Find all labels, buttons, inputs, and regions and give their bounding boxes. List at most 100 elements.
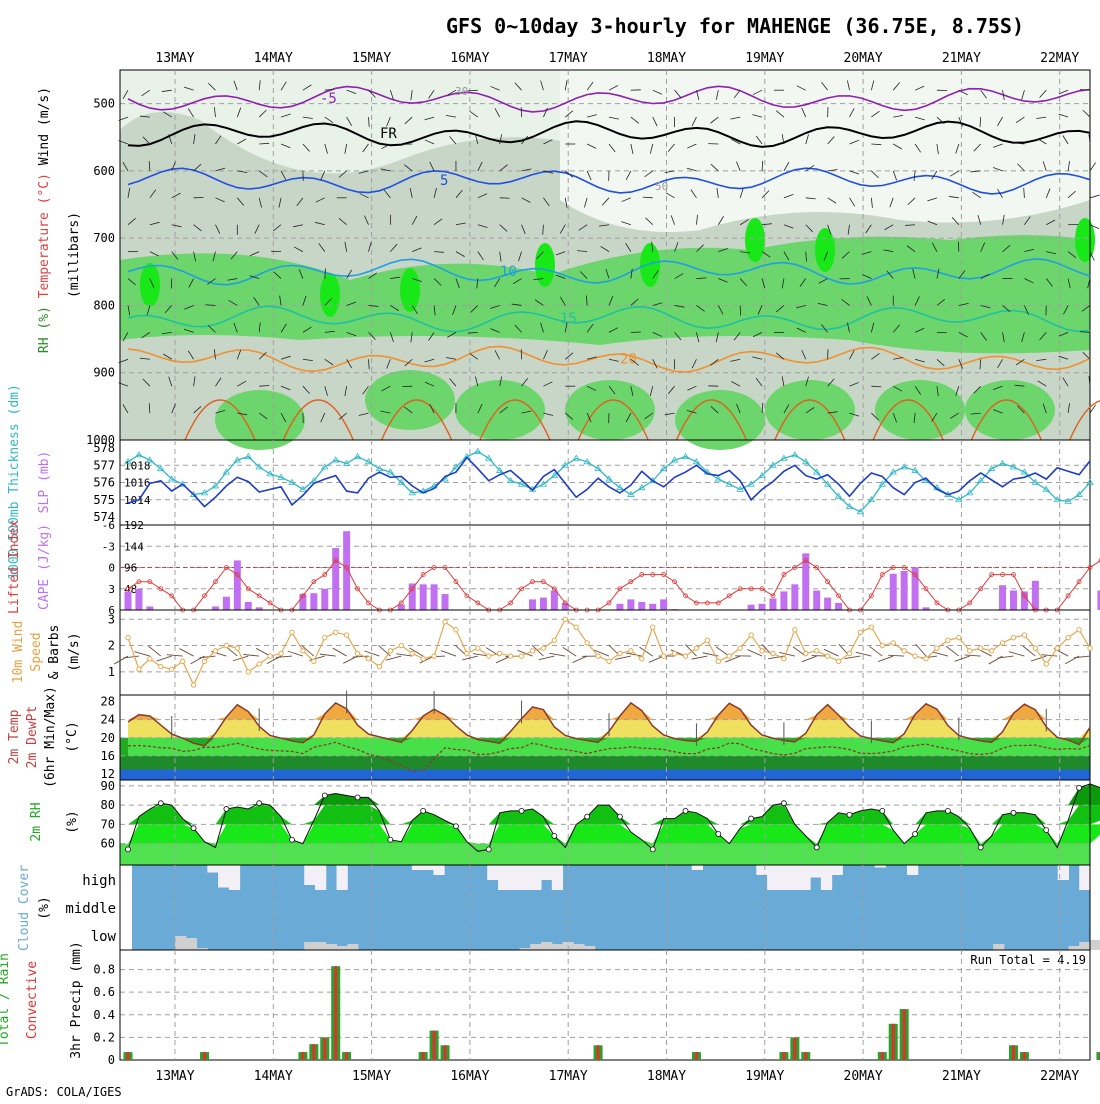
cloud-axis-label: Cloud Cover [17, 865, 32, 951]
wind-speed-point [880, 643, 884, 647]
precip-tick: 0.6 [93, 985, 115, 999]
cloud-low-bar [993, 944, 1004, 950]
rh-point [1044, 828, 1049, 833]
rh-low-patch [675, 390, 765, 450]
cape-bar [409, 583, 416, 610]
precip-convective-bar [597, 1045, 600, 1060]
wind-speed-point [465, 651, 469, 655]
cloud-high-bar [315, 865, 326, 890]
temp-axis-label: 2m DewPt [25, 706, 40, 769]
isotherm-label: 10 [500, 264, 517, 280]
wind-speed-point [760, 649, 764, 653]
precip-axis-label: 3hr Precip (mm) [69, 941, 84, 1058]
temp-band-cool [120, 756, 1090, 770]
cape-bar [890, 574, 897, 610]
temp-band-cold [120, 769, 1090, 780]
x-tick-bottom: 14MAY [254, 1069, 293, 1084]
wind-speed-point [1000, 641, 1004, 645]
wind-speed-point [935, 646, 939, 650]
x-tick-top: 14MAY [254, 51, 293, 66]
wind-barb-10m [802, 656, 817, 662]
cloud-low-bar [1090, 940, 1100, 950]
wind-speed-point [290, 630, 294, 634]
rh-point [781, 801, 786, 806]
rh-point [683, 808, 688, 813]
x-tick-top: 16MAY [450, 51, 489, 66]
wind-barb-10m [870, 646, 883, 656]
wind-speed-point [432, 654, 436, 658]
thickness-tick: 575 [93, 493, 115, 507]
rh-saturated-patch [140, 263, 160, 307]
wind-speed-point [541, 646, 545, 650]
precip-tick: 0.4 [93, 1008, 115, 1022]
x-tick-bottom: 20MAY [844, 1069, 883, 1084]
precip-convective-bar [433, 1031, 436, 1060]
wind-axis-label: 10m Wind [11, 621, 26, 684]
cloud-high-bar [337, 865, 348, 890]
cloud-high-bar [1079, 865, 1090, 890]
wind-speed-point [651, 625, 655, 629]
precip-convective-bar [203, 1052, 206, 1060]
wind-speed-point [1066, 635, 1070, 639]
precip-panel-frame [120, 950, 1090, 1060]
wind-speed-point [508, 654, 512, 658]
rh-point [913, 831, 918, 836]
temp-axis-label: 2m Temp [7, 709, 22, 764]
rh-tick: 80 [101, 798, 115, 812]
rh-base-band [120, 844, 1090, 865]
cape-bar [431, 584, 438, 610]
wind-speed-point [913, 654, 917, 658]
wind-speed-point [519, 654, 523, 658]
cape-bar [660, 599, 667, 610]
cloud-low-bar [186, 938, 197, 950]
wind-barb [1090, 163, 1096, 171]
cape-bar [791, 584, 798, 610]
cloud-high-bar [509, 865, 520, 890]
cape-bar [780, 591, 787, 610]
wind-speed-point [629, 649, 633, 653]
wind-speed-point [957, 635, 961, 639]
wind-speed-point [749, 633, 753, 637]
wind-speed-point [815, 649, 819, 653]
precip-convective-bar [312, 1044, 315, 1060]
cloud-high-bar [789, 865, 800, 890]
wind-speed-point [672, 651, 676, 655]
cloud-high-bar [304, 865, 315, 885]
precip-convective-bar [903, 1009, 906, 1060]
wind-barb-10m [639, 647, 652, 656]
pressure-tick: 700 [93, 231, 115, 245]
wind-barb-10m [550, 653, 566, 656]
cape-bar [627, 599, 634, 610]
precip-convective-bar [444, 1045, 447, 1060]
precip-tick: 0 [108, 1053, 115, 1067]
rh-point [716, 831, 721, 836]
temp-area-mild [128, 738, 1090, 756]
upper-air-side-label: RH (%) Temperature (°C) Wind (m/s) [37, 87, 52, 353]
cloud-low-bar [573, 944, 584, 950]
wind-speed-point [268, 654, 272, 658]
wind-tick: 2 [108, 639, 115, 653]
wind-speed-point [235, 646, 239, 650]
x-tick-bottom: 21MAY [942, 1069, 981, 1084]
wind-barb-10m [233, 656, 248, 661]
cloud-background [132, 865, 1090, 950]
cape-bar [649, 604, 656, 610]
cloud-low-bar [337, 946, 348, 950]
precip-convective-bar [1012, 1045, 1015, 1060]
rh-tick: 60 [101, 837, 115, 851]
precip-tick: 0.2 [93, 1030, 115, 1044]
lifted-axis-label: Lifted Index [7, 520, 22, 614]
wind-speed-point [191, 683, 195, 687]
wind-speed-point [574, 625, 578, 629]
rh-low-patch [215, 390, 305, 450]
cloud-high-bar [433, 865, 444, 875]
cloud-low-bar [541, 942, 552, 950]
wind-speed-line [128, 619, 1090, 685]
rh-point [1077, 785, 1082, 790]
cloud-high-bar [520, 865, 531, 890]
cape-bar [245, 602, 252, 610]
wind-speed-point [213, 649, 217, 653]
wind-speed-point [683, 654, 687, 658]
x-tick-bottom: 13MAY [155, 1069, 194, 1084]
wind-speed-point [246, 670, 250, 674]
